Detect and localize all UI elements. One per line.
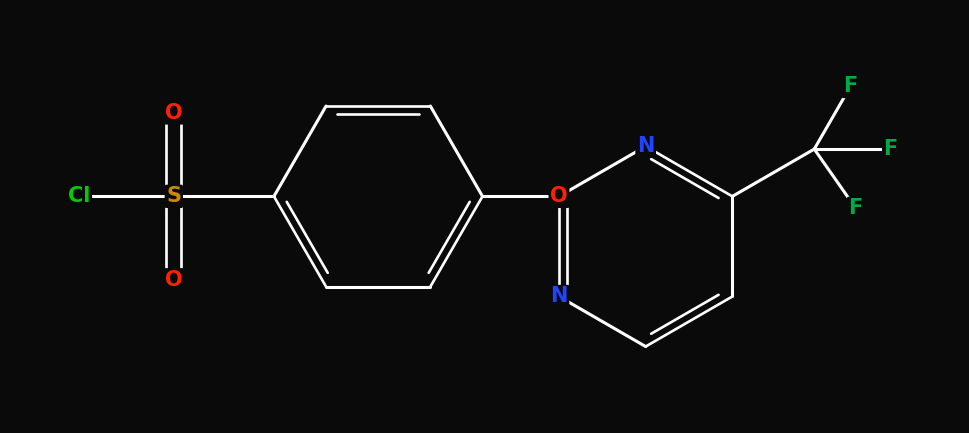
Text: O: O: [549, 186, 567, 207]
Text: O: O: [165, 103, 182, 123]
Text: F: F: [842, 77, 857, 97]
Text: N: N: [637, 136, 654, 156]
Text: O: O: [165, 270, 182, 290]
Text: Cl: Cl: [68, 186, 90, 207]
Text: F: F: [848, 198, 862, 218]
Text: S: S: [166, 186, 181, 207]
Text: F: F: [883, 139, 897, 159]
Text: N: N: [549, 287, 567, 307]
